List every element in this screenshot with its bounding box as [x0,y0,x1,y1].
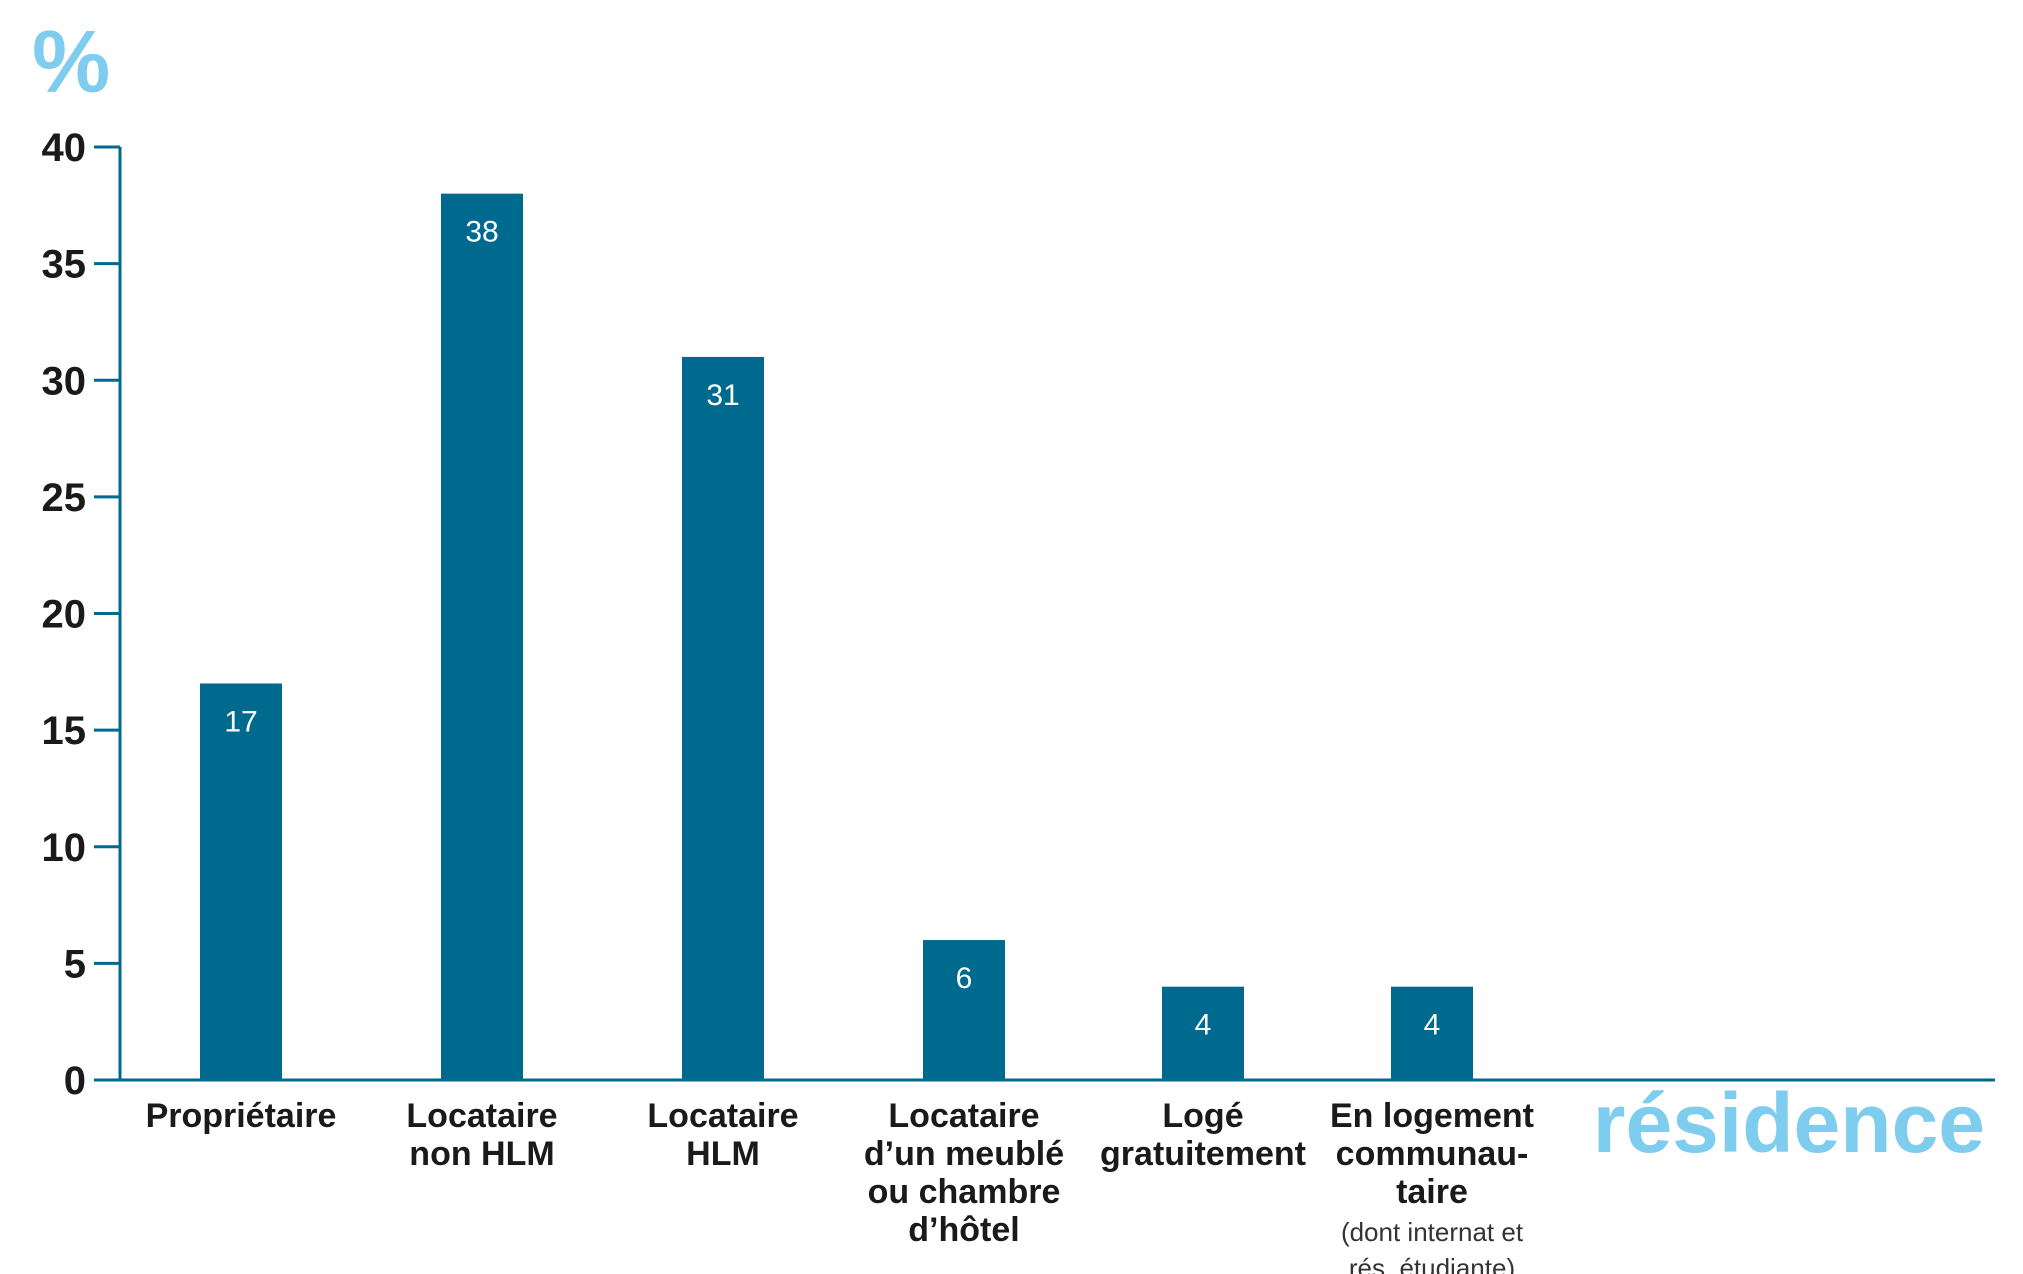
y-tick-label: 40 [42,126,87,170]
category-label: d’hôtel [908,1211,1019,1249]
category-label: HLM [686,1135,760,1173]
bar [682,356,764,1080]
y-tick-label: 10 [42,826,87,870]
y-tick-label: 35 [42,243,87,287]
bar-value-label: 31 [706,379,739,412]
category-label: taire [1396,1173,1468,1211]
y-tick-label: 25 [42,476,87,520]
category-note: (dont internat et [1341,1217,1524,1247]
category-label: d’un meublé [864,1135,1064,1173]
category-label: Propriétaire [146,1097,337,1135]
y-tick-label: 5 [64,942,86,986]
category-label: gratuitement [1100,1135,1306,1173]
y-tick-label: 0 [64,1059,86,1103]
bars-group: 17 38 31 6 4 4 [200,193,1473,1080]
bar [1391,986,1473,1080]
bar-value-label: 4 [1195,1009,1212,1042]
bar [1162,986,1244,1080]
y-tick-label: 15 [42,709,87,753]
category-note: rés. étudiante) [1349,1253,1515,1274]
y-axis-ticks: 0 5 10 15 20 25 30 35 40 [42,126,120,1103]
x-axis-title: résidence [1593,1076,1985,1170]
category-label: communau- [1336,1135,1529,1173]
category-label: Logé [1162,1097,1243,1135]
category-label: Locataire [888,1097,1039,1135]
category-label: non HLM [409,1135,554,1173]
bar-value-label: 4 [1424,1009,1441,1042]
y-tick-label: 30 [42,359,87,403]
bar [200,683,282,1080]
y-tick-label: 20 [42,593,87,637]
category-label: Locataire [406,1097,557,1135]
bar-value-label: 6 [956,962,973,995]
category-label: Locataire [647,1097,798,1135]
bar-value-label: 17 [224,705,257,738]
bar-value-label: 38 [465,216,498,249]
category-label: ou chambre [868,1173,1061,1211]
bar [441,193,523,1080]
bar [923,940,1005,1080]
y-unit-label: % [32,12,110,111]
category-label: En logement [1330,1097,1534,1135]
